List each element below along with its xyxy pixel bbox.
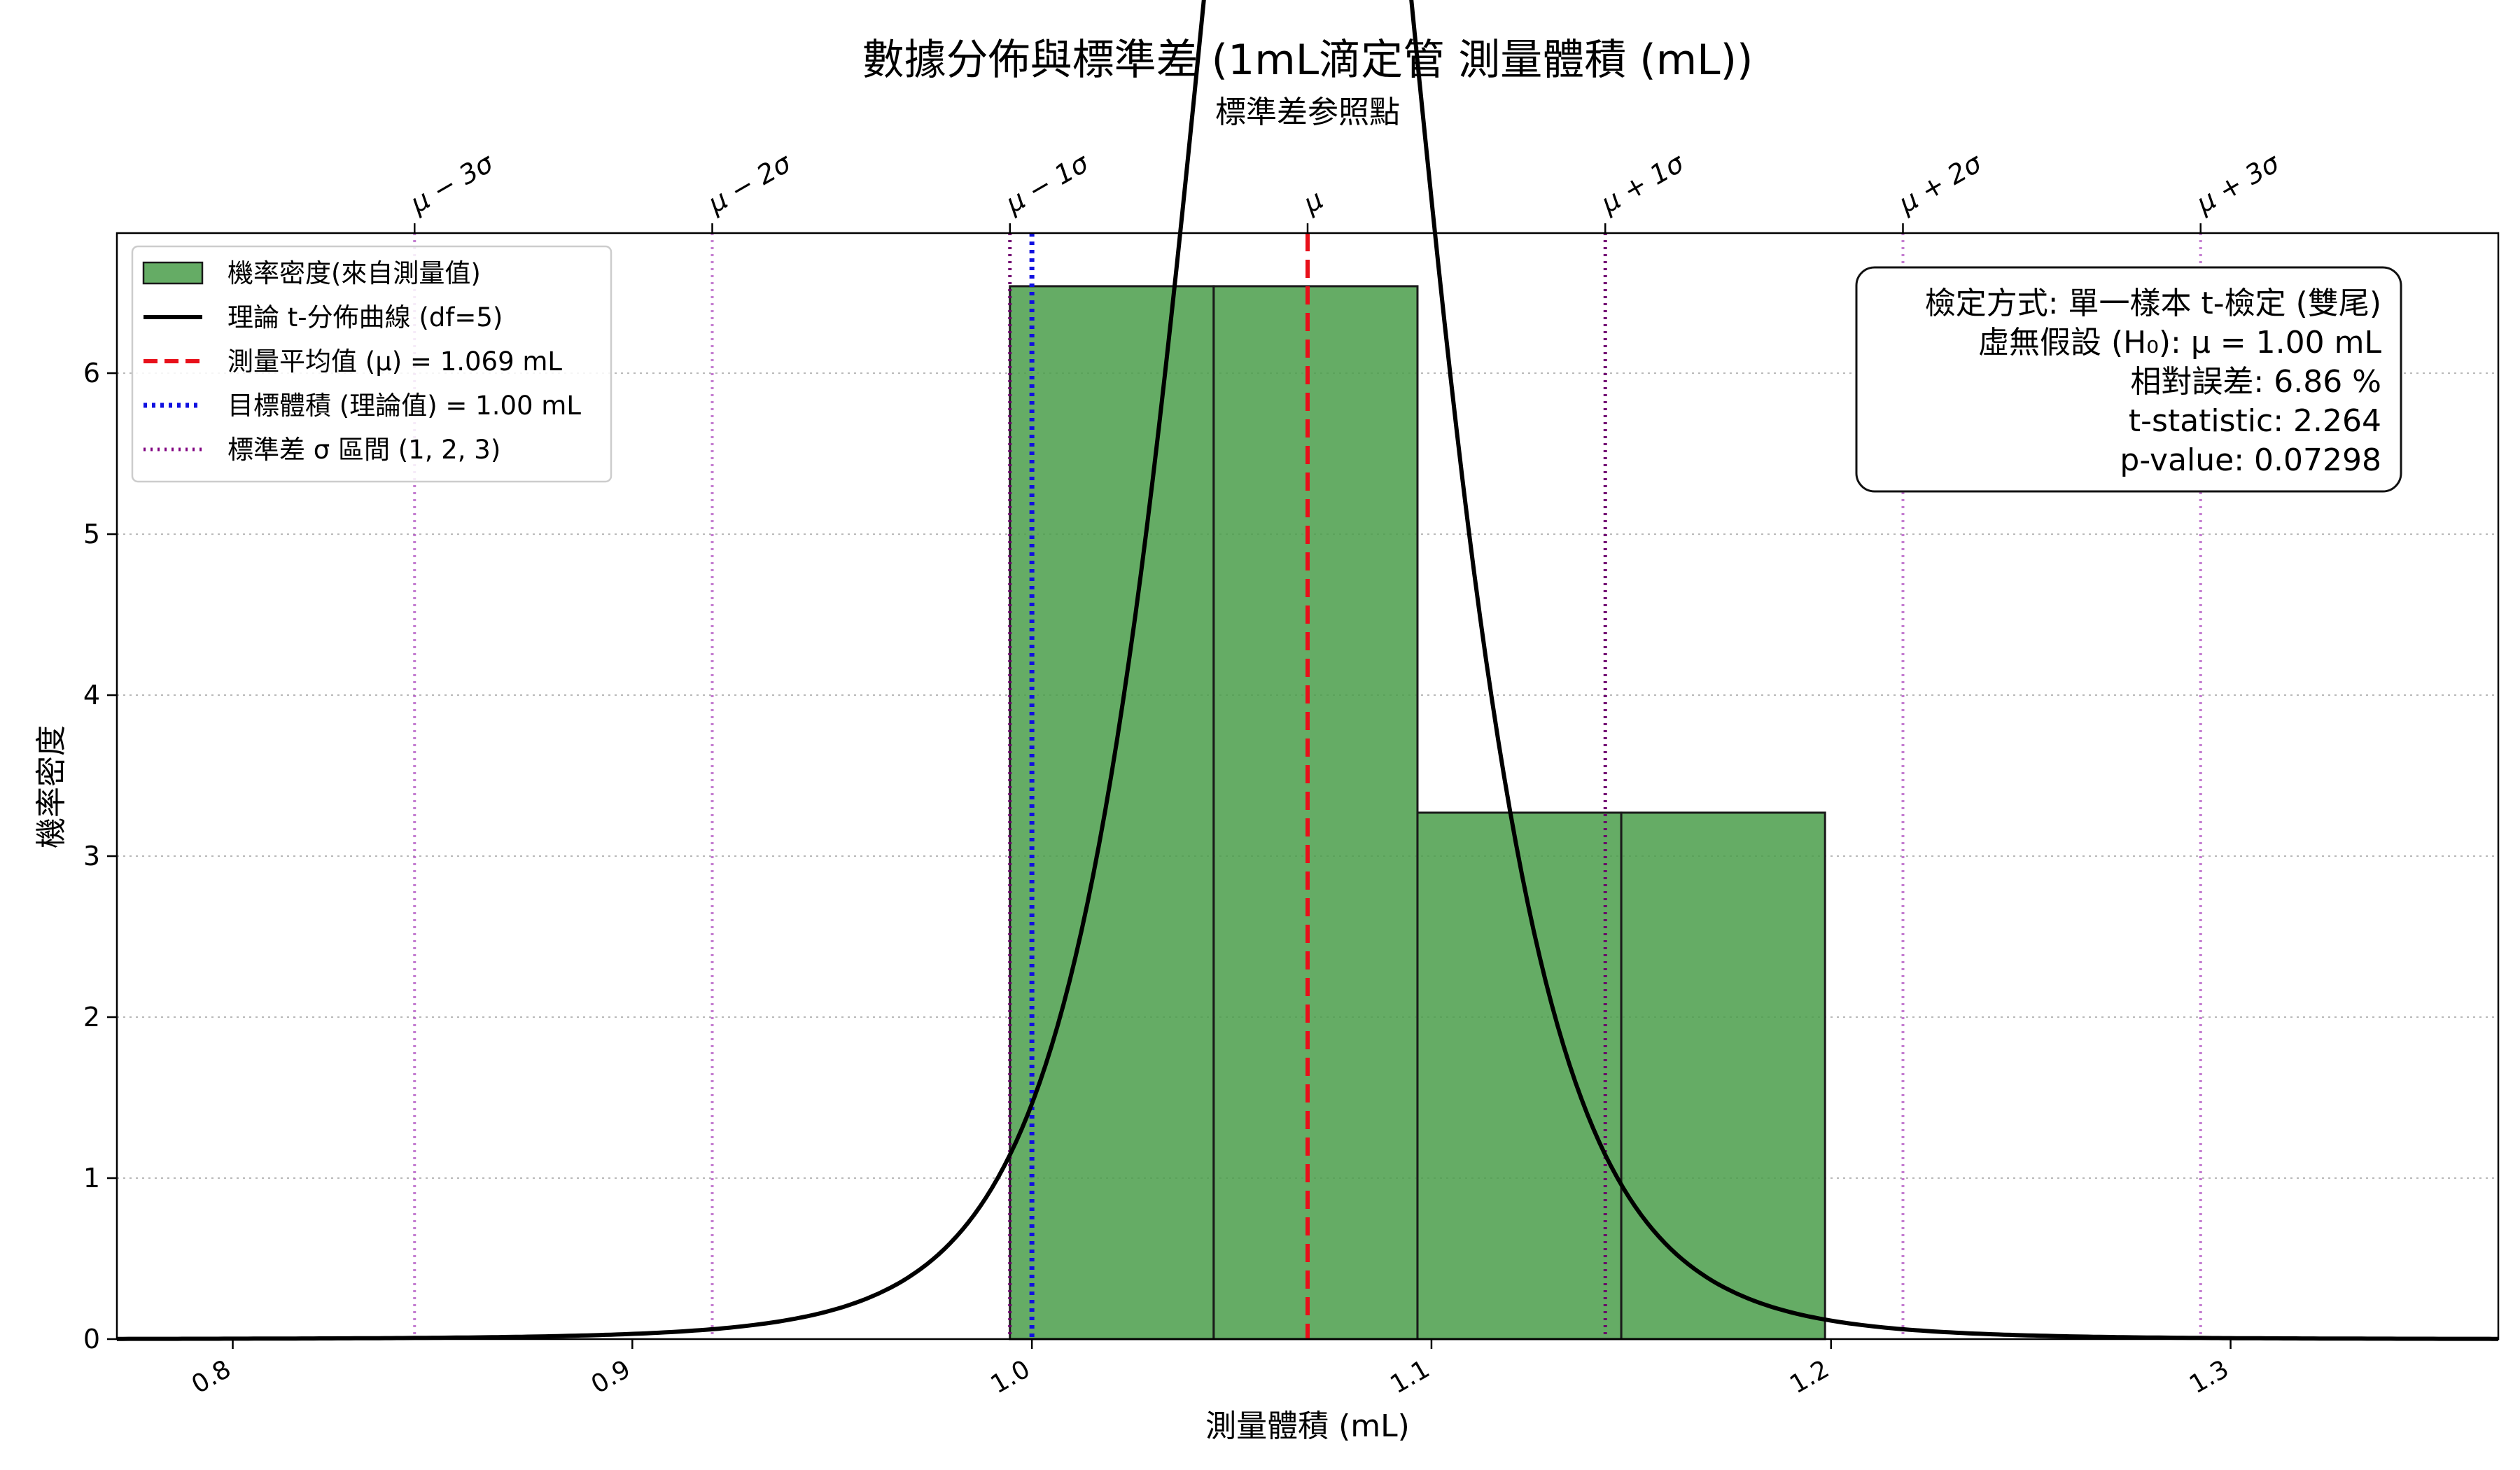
sigma-tick-label-0: μ − 3σ	[405, 147, 500, 220]
x-tick-label-4: 1.2	[1785, 1354, 1834, 1399]
legend-label-0: 機率密度(來自測量值)	[227, 258, 481, 288]
stats-line-1: 虛無假設 (H₀): μ = 1.00 mL	[1978, 325, 2382, 360]
histogram-bar-1	[1212, 285, 1419, 1340]
y-tick-label-2: 2	[83, 1002, 100, 1032]
y-tick-label-5: 5	[83, 519, 100, 550]
sigma-tick-label-6: μ + 3σ	[2190, 147, 2286, 220]
sigma-tick-label-3: μ	[1298, 184, 1329, 220]
stats-line-0: 檢定方式: 單一樣本 t-檢定 (雙尾)	[1925, 286, 2381, 321]
stats-box: 檢定方式: 單一樣本 t-檢定 (雙尾) 虛無假設 (H₀): μ = 1.00 …	[1855, 266, 2402, 493]
histogram	[1009, 285, 1826, 1340]
sigma-tick-label-1: μ − 2σ	[702, 147, 797, 220]
histogram-bar-0	[1009, 285, 1215, 1340]
y-tick-label-4: 4	[83, 680, 100, 710]
legend-label-2: 測量平均值 (μ) = 1.069 mL	[227, 346, 562, 377]
x-tick-label-0: 0.8	[187, 1354, 236, 1399]
top-axis-title: 標準差参照點	[1215, 94, 1400, 130]
stats-box-frame	[1855, 266, 2402, 493]
x-axis-ticks: 0.8 0.9 1.0 1.1 1.2 1.3	[187, 1339, 2234, 1399]
y-tick-label-3: 3	[83, 841, 100, 872]
reference-lines	[413, 233, 2202, 1339]
y-tick-label-1: 1	[83, 1163, 100, 1194]
legend-swatch-0	[142, 261, 204, 285]
x-axis-label: 測量體積 (mL)	[1205, 1408, 1410, 1444]
x-tick-label-3: 1.1	[1385, 1354, 1434, 1399]
legend-frame	[131, 245, 612, 483]
sigma-tick-label-5: μ + 2σ	[1893, 147, 1988, 220]
y-axis-ticks: 0 1 2 3 4 5 6	[83, 358, 117, 1354]
legend-label-4: 標準差 σ 區間 (1, 2, 3)	[227, 435, 500, 465]
x-tick-label-1: 0.9	[587, 1354, 636, 1399]
legend: 機率密度(來自測量值) 理論 t-分佈曲線 (df=5) 測量平均值 (μ) = 1…	[131, 245, 612, 483]
y-axis-label: 機率密度	[34, 725, 69, 848]
legend-label-3: 目標體積 (理論值) = 1.00 mL	[227, 391, 581, 421]
stats-line-4: p-value: 0.07298	[2120, 442, 2381, 478]
legend-label-1: 理論 t-分佈曲線 (df=5)	[227, 302, 503, 332]
x-tick-label-2: 1.0	[986, 1354, 1035, 1399]
histogram-bar-2	[1416, 811, 1623, 1340]
histogram-bar-3	[1620, 811, 1826, 1340]
stats-line-2: 相對誤差: 6.86 %	[2130, 364, 2381, 400]
sigma-tick-label-4: μ + 1σ	[1595, 147, 1690, 220]
sigma-tick-label-2: μ − 1σ	[1000, 147, 1095, 220]
sigma-axis-ticks: μ − 3σ μ − 2σ μ − 1σ μ μ + 1σ μ + 2σ μ + 3σ	[405, 147, 2286, 233]
t-distribution-curve	[117, 0, 2498, 1341]
y-tick-label-6: 6	[83, 358, 100, 388]
y-tick-label-0: 0	[83, 1324, 100, 1354]
x-tick-label-5: 1.3	[2185, 1354, 2234, 1399]
chart-title: 數據分佈與標準差 (1mL滴定管 測量體積 (mL))	[862, 36, 1754, 85]
stats-line-3: t-statistic: 2.264	[2129, 403, 2381, 439]
